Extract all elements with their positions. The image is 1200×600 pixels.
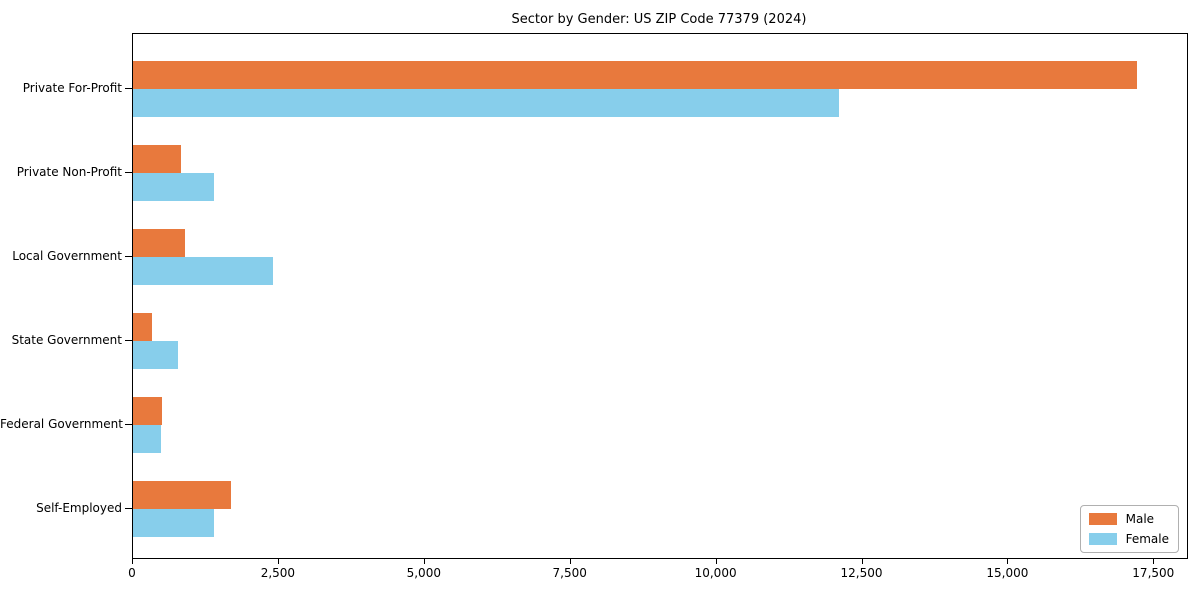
x-tick-mark bbox=[132, 558, 133, 564]
bar-male-self-employed bbox=[133, 481, 231, 509]
y-tick-label-local-government: Local Government bbox=[12, 249, 122, 263]
x-tick-label-5000: 5,000 bbox=[406, 566, 441, 580]
y-tick-mark bbox=[125, 256, 132, 257]
y-tick-mark bbox=[125, 340, 132, 341]
bar-male-local-government bbox=[133, 229, 185, 257]
bars-layer bbox=[133, 34, 1187, 558]
male-swatch-icon bbox=[1088, 513, 1117, 525]
y-tick-label-private-for-profit: Private For-Profit bbox=[22, 81, 122, 95]
bar-female-federal-government bbox=[133, 425, 161, 453]
y-tick-mark bbox=[125, 88, 132, 89]
x-tick-mark bbox=[861, 558, 863, 564]
bar-female-local-government bbox=[133, 257, 274, 285]
legend-item-female: Female bbox=[1088, 532, 1169, 546]
x-tick-mark bbox=[1153, 558, 1155, 564]
legend-label-female: Female bbox=[1125, 532, 1169, 546]
bar-female-self-employed bbox=[133, 509, 215, 537]
bar-male-private-non-profit bbox=[133, 145, 182, 173]
bar-female-state-government bbox=[133, 341, 178, 369]
x-tick-mark bbox=[423, 558, 425, 564]
y-tick-label-private-non-profit: Private Non-Profit bbox=[16, 165, 122, 179]
y-tick-label-state-government: State Government bbox=[11, 333, 122, 347]
bar-male-state-government bbox=[133, 313, 153, 341]
bar-male-private-for-profit bbox=[133, 61, 1137, 89]
x-tick-label-17500: 17,500 bbox=[1132, 566, 1175, 580]
y-tick-label-self-employed: Self-Employed bbox=[36, 501, 122, 515]
x-tick-label-7500: 7,500 bbox=[552, 566, 587, 580]
legend-item-male: Male bbox=[1088, 512, 1169, 526]
y-tick-mark bbox=[125, 424, 132, 425]
y-tick-mark bbox=[125, 172, 132, 173]
bar-female-private-for-profit bbox=[133, 89, 840, 117]
x-tick-mark bbox=[715, 558, 717, 564]
x-tick-label-15000: 15,000 bbox=[986, 566, 1029, 580]
x-tick-mark bbox=[1007, 558, 1009, 564]
x-tick-label-12500: 12,500 bbox=[840, 566, 883, 580]
x-tick-label-10000: 10,000 bbox=[694, 566, 737, 580]
x-tick-label-2500: 2,500 bbox=[260, 566, 296, 580]
chart-title: Sector by Gender: US ZIP Code 77379 (202… bbox=[511, 12, 807, 27]
bar-female-private-non-profit bbox=[133, 173, 215, 201]
x-tick-mark bbox=[277, 558, 279, 564]
legend-label-male: Male bbox=[1125, 512, 1155, 526]
y-tick-mark bbox=[125, 508, 132, 509]
x-tick-label-0: 0 bbox=[128, 566, 136, 580]
x-tick-mark bbox=[569, 558, 571, 564]
legend: Male Female bbox=[1079, 505, 1179, 553]
bar-male-federal-government bbox=[133, 397, 163, 425]
plot-area: Male Female bbox=[132, 33, 1188, 559]
y-tick-label-federal-government: Federal Government bbox=[0, 417, 123, 431]
female-swatch-icon bbox=[1088, 533, 1117, 545]
